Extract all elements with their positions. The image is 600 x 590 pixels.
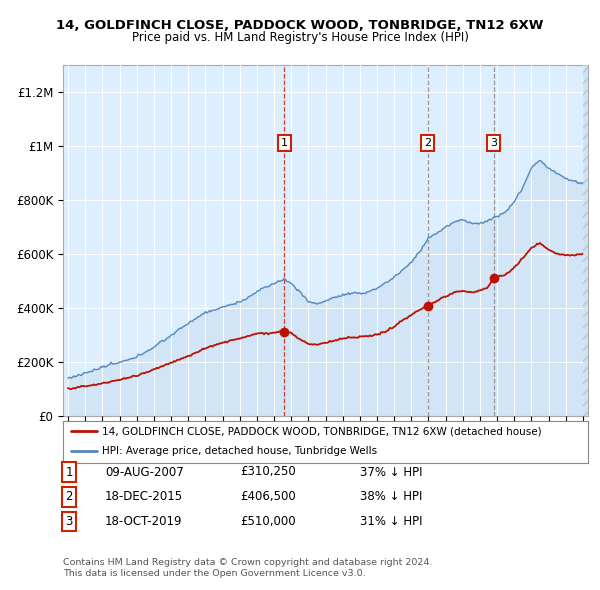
Text: 18-OCT-2019: 18-OCT-2019: [105, 515, 182, 528]
Text: 31% ↓ HPI: 31% ↓ HPI: [360, 515, 422, 528]
Text: Contains HM Land Registry data © Crown copyright and database right 2024.: Contains HM Land Registry data © Crown c…: [63, 558, 433, 566]
Text: £406,500: £406,500: [240, 490, 296, 503]
Text: 37% ↓ HPI: 37% ↓ HPI: [360, 466, 422, 478]
Text: 2: 2: [424, 138, 431, 148]
Text: Price paid vs. HM Land Registry's House Price Index (HPI): Price paid vs. HM Land Registry's House …: [131, 31, 469, 44]
Text: 2: 2: [65, 490, 73, 503]
Bar: [583, 65, 588, 416]
Text: 38% ↓ HPI: 38% ↓ HPI: [360, 490, 422, 503]
Text: 1: 1: [65, 466, 73, 478]
Text: HPI: Average price, detached house, Tunbridge Wells: HPI: Average price, detached house, Tunb…: [103, 446, 377, 456]
Text: 3: 3: [490, 138, 497, 148]
Text: 14, GOLDFINCH CLOSE, PADDOCK WOOD, TONBRIDGE, TN12 6XW: 14, GOLDFINCH CLOSE, PADDOCK WOOD, TONBR…: [56, 19, 544, 32]
Text: 14, GOLDFINCH CLOSE, PADDOCK WOOD, TONBRIDGE, TN12 6XW (detached house): 14, GOLDFINCH CLOSE, PADDOCK WOOD, TONBR…: [103, 427, 542, 436]
Text: 09-AUG-2007: 09-AUG-2007: [105, 466, 184, 478]
Text: This data is licensed under the Open Government Licence v3.0.: This data is licensed under the Open Gov…: [63, 569, 365, 578]
Text: 3: 3: [65, 515, 73, 528]
Text: £310,250: £310,250: [240, 466, 296, 478]
Text: £510,000: £510,000: [240, 515, 296, 528]
Text: 18-DEC-2015: 18-DEC-2015: [105, 490, 183, 503]
Text: 1: 1: [281, 138, 288, 148]
